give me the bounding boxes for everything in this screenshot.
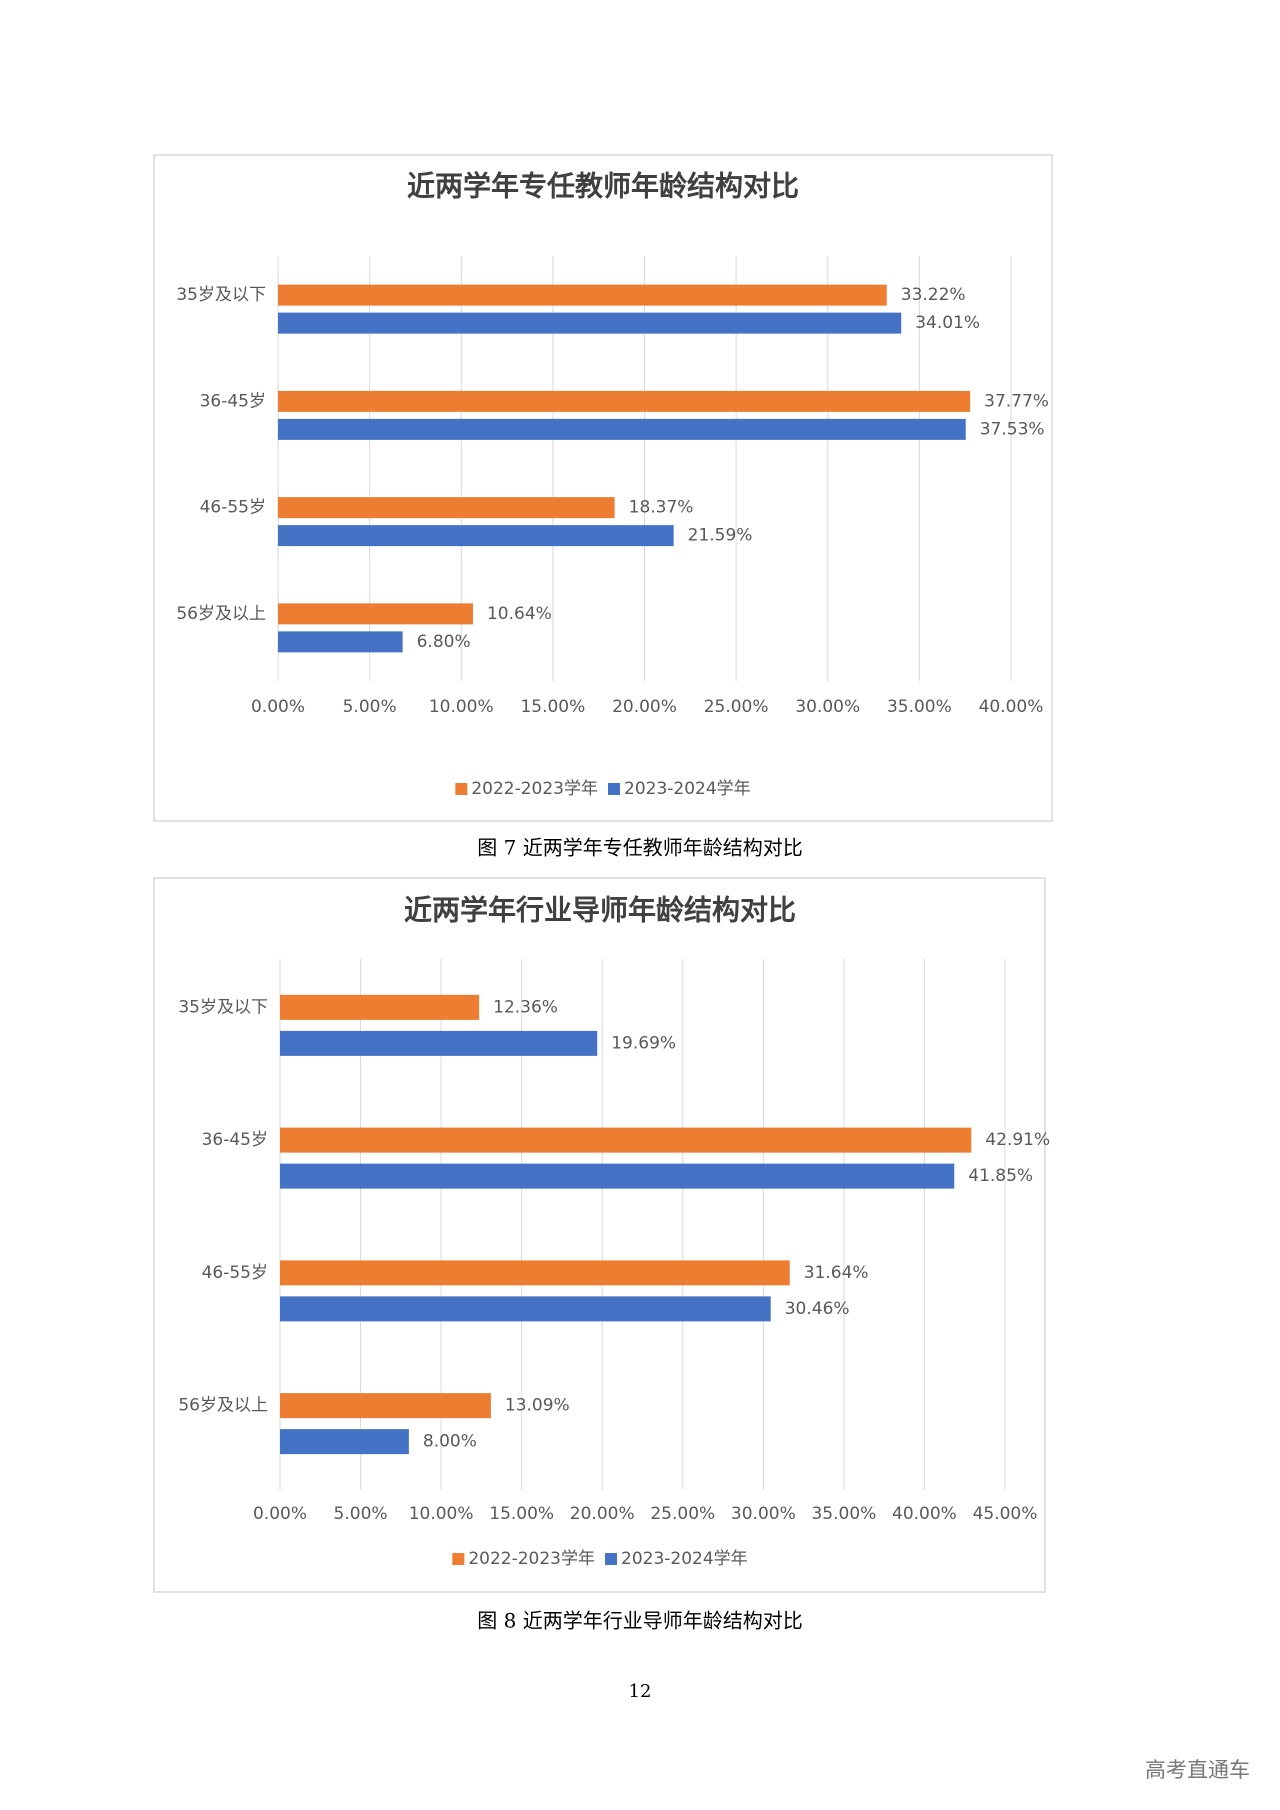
bar bbox=[278, 631, 403, 653]
x-tick-label: 25.00% bbox=[704, 697, 769, 717]
chart-frame bbox=[153, 877, 1046, 1593]
x-tick-label: 35.00% bbox=[811, 1504, 876, 1524]
data-label: 37.53% bbox=[980, 419, 1045, 439]
legend-swatch bbox=[605, 1553, 617, 1565]
y-tick-label: 46-55岁 bbox=[200, 498, 266, 518]
data-label: 31.64% bbox=[804, 1263, 869, 1283]
data-label: 21.59% bbox=[688, 526, 753, 546]
x-tick-label: 15.00% bbox=[520, 697, 585, 717]
caption: 图 8 近两学年行业导师年龄结构对比 bbox=[477, 1609, 802, 1633]
x-tick-label: 5.00% bbox=[343, 697, 397, 717]
x-tick-label: 5.00% bbox=[334, 1504, 388, 1524]
y-tick-label: 56岁及以上 bbox=[176, 604, 266, 624]
bar bbox=[278, 390, 971, 412]
x-tick-label: 40.00% bbox=[979, 697, 1044, 717]
data-label: 41.85% bbox=[968, 1166, 1033, 1186]
bar bbox=[278, 312, 902, 334]
legend-label: 2022-2023学年 bbox=[468, 1549, 595, 1569]
legend-swatch bbox=[608, 783, 620, 795]
x-tick-label: 10.00% bbox=[409, 1504, 474, 1524]
x-tick-label: 0.00% bbox=[253, 1504, 307, 1524]
x-tick-label: 10.00% bbox=[429, 697, 494, 717]
x-tick-label: 30.00% bbox=[731, 1504, 796, 1524]
x-tick-label: 30.00% bbox=[795, 697, 860, 717]
y-tick-label: 36-45岁 bbox=[202, 1130, 268, 1150]
bar bbox=[278, 603, 473, 625]
bar bbox=[280, 1127, 972, 1153]
legend-label: 2022-2023学年 bbox=[471, 779, 598, 799]
legend-swatch bbox=[455, 783, 468, 795]
data-label: 12.36% bbox=[493, 997, 558, 1017]
legend-swatch bbox=[452, 1553, 465, 1565]
bar bbox=[278, 284, 887, 306]
y-tick-label: 35岁及以下 bbox=[176, 285, 266, 305]
x-tick-label: 20.00% bbox=[570, 1504, 635, 1524]
chart-frame bbox=[153, 154, 1053, 822]
y-tick-label: 46-55岁 bbox=[202, 1263, 268, 1283]
data-label: 6.80% bbox=[417, 632, 471, 652]
chart-title: 近两学年专任教师年龄结构对比 bbox=[407, 170, 799, 203]
chart-title: 近两学年行业导师年龄结构对比 bbox=[404, 894, 796, 927]
bar bbox=[278, 497, 615, 519]
page-number: 12 bbox=[629, 1681, 652, 1702]
x-tick-label: 20.00% bbox=[612, 697, 677, 717]
x-tick-label: 45.00% bbox=[973, 1504, 1038, 1524]
data-label: 33.22% bbox=[901, 285, 966, 305]
data-label: 13.09% bbox=[505, 1396, 570, 1416]
data-label: 19.69% bbox=[611, 1033, 676, 1053]
bar bbox=[280, 1429, 409, 1455]
bar bbox=[280, 1393, 491, 1419]
data-label: 30.46% bbox=[785, 1299, 850, 1319]
y-tick-label: 35岁及以下 bbox=[178, 997, 268, 1017]
caption: 图 7 近两学年专任教师年龄结构对比 bbox=[477, 836, 802, 860]
x-tick-label: 15.00% bbox=[489, 1504, 554, 1524]
bar bbox=[280, 994, 480, 1020]
legend-label: 2023-2024学年 bbox=[621, 1549, 748, 1569]
y-tick-label: 36-45岁 bbox=[200, 391, 266, 411]
bar bbox=[280, 1163, 955, 1189]
data-label: 37.77% bbox=[984, 391, 1049, 411]
watermark: 高考直通车 bbox=[1145, 1758, 1250, 1782]
data-label: 8.00% bbox=[423, 1432, 477, 1452]
data-label: 10.64% bbox=[487, 604, 552, 624]
data-label: 18.37% bbox=[629, 498, 694, 518]
bar bbox=[278, 525, 674, 547]
x-tick-label: 40.00% bbox=[892, 1504, 957, 1524]
data-label: 42.91% bbox=[985, 1130, 1050, 1150]
x-tick-label: 35.00% bbox=[887, 697, 952, 717]
legend-label: 2023-2024学年 bbox=[624, 779, 751, 799]
bar bbox=[280, 1260, 790, 1286]
bar bbox=[280, 1296, 771, 1322]
y-tick-label: 56岁及以上 bbox=[178, 1396, 268, 1416]
bar bbox=[280, 1030, 598, 1056]
bar bbox=[278, 418, 966, 440]
data-label: 34.01% bbox=[915, 313, 980, 333]
x-tick-label: 25.00% bbox=[650, 1504, 715, 1524]
x-tick-label: 0.00% bbox=[251, 697, 305, 717]
